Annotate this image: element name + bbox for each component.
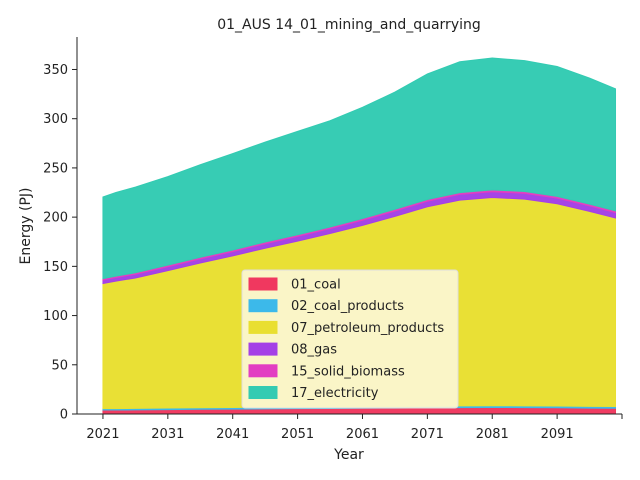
x-axis-label: Year: [333, 447, 364, 463]
axes: 0 50 100 150 200 250 300 350 2021 2031 2041 2051 206…: [43, 37, 623, 442]
legend-label: 02_coal_products: [291, 299, 404, 314]
legend-label: 17_electricity: [291, 386, 379, 401]
y-tick-label: 150: [43, 260, 68, 275]
x-tick-label: 2031: [151, 427, 184, 442]
legend-label: 08_gas: [291, 343, 337, 358]
chart-title: 01_AUS 14_01_mining_and_quarrying: [217, 17, 481, 33]
x-tick-label: 2051: [281, 427, 314, 442]
y-tick-label: 200: [43, 211, 68, 226]
y-tick-label: 350: [43, 63, 68, 78]
legend-swatch: [248, 277, 278, 291]
legend-swatch: [248, 386, 278, 399]
y-tick-label: 50: [51, 358, 68, 373]
x-tick-label: 2021: [86, 427, 119, 442]
x-tick-label: 2041: [216, 427, 249, 442]
legend-label: 01_coal: [291, 278, 341, 293]
x-tick-label: 2091: [541, 427, 574, 442]
legend-swatch: [248, 342, 278, 356]
legend-swatch: [248, 320, 278, 334]
legend-swatch: [248, 299, 278, 313]
x-tick-label: 2071: [411, 427, 444, 442]
y-tick-label: 100: [43, 309, 68, 324]
legend-label: 15_solid_biomass: [291, 364, 405, 379]
y-tick-label: 250: [43, 161, 68, 176]
area-17_electricity: [102, 57, 617, 280]
legend-swatch: [248, 364, 278, 378]
y-tick-label: 300: [43, 112, 68, 127]
x-tick-label: 2081: [476, 427, 509, 442]
legend: 01_coal 02_coal_products 07_petroleum_prod…: [241, 269, 459, 409]
legend-label: 07_petroleum_products: [291, 321, 444, 336]
x-tick-label: 2061: [346, 427, 379, 442]
legend-box: [241, 269, 459, 409]
y-tick-label: 0: [60, 408, 68, 423]
y-axis-label: Energy (PJ): [18, 188, 34, 265]
